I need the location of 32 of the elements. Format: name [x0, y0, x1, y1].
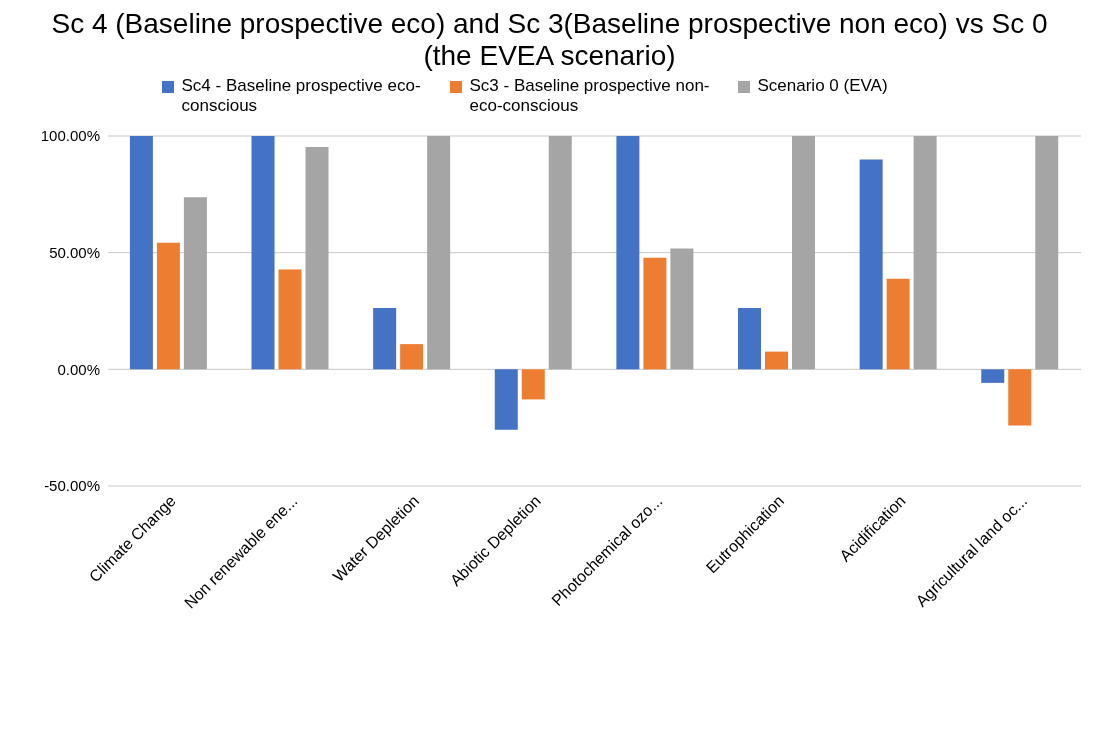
bar [373, 307, 397, 370]
bar [859, 159, 883, 370]
bar [670, 248, 694, 370]
y-tick-label: 50.00% [49, 243, 100, 261]
bar [521, 369, 545, 400]
bar [792, 136, 816, 370]
bar [1035, 136, 1059, 370]
bar [738, 307, 762, 370]
bar [427, 136, 451, 370]
legend-label: Scenario 0 (EVA) [757, 76, 888, 96]
bar [548, 136, 572, 370]
bar [251, 136, 275, 370]
chart-title: Sc 4 (Baseline prospective eco) and Sc 3(Baseline prospective non eco) vs Sc 0 (the EVEA scenario) [50, 8, 1049, 72]
bar [1008, 369, 1032, 426]
bar [643, 257, 667, 370]
y-tick-label: 0.00% [57, 360, 100, 378]
bar [981, 369, 1005, 383]
bar [183, 197, 207, 370]
legend-label: Sc3 - Baseline prospective non-eco-conscious [469, 76, 711, 116]
bar [913, 136, 937, 370]
bar [765, 351, 789, 370]
bar [156, 242, 180, 370]
bar [400, 344, 424, 370]
y-tick-label: 100.00% [40, 127, 100, 145]
bar [278, 269, 302, 370]
bar [494, 369, 518, 430]
legend-label: Sc4 - Baseline prospective eco-conscious [181, 76, 422, 116]
bar [886, 278, 910, 370]
y-tick-label: -50.00% [44, 477, 100, 495]
bar [305, 146, 329, 370]
bar [129, 136, 153, 370]
bar [616, 136, 640, 370]
